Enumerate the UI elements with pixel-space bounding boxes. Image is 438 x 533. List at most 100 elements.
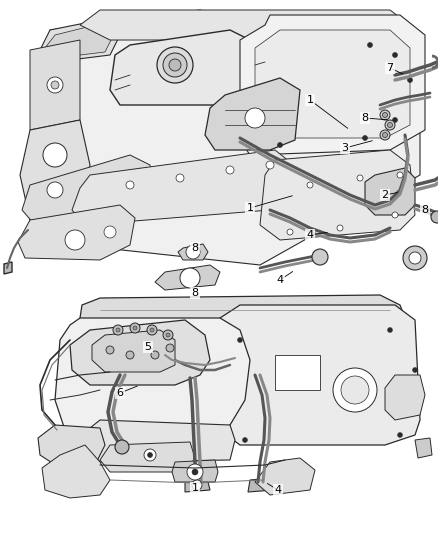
Polygon shape xyxy=(385,375,425,420)
Circle shape xyxy=(163,330,173,340)
Text: 8: 8 xyxy=(361,113,368,123)
Circle shape xyxy=(392,117,398,123)
Polygon shape xyxy=(18,205,135,260)
Circle shape xyxy=(150,328,154,332)
Polygon shape xyxy=(415,438,432,458)
Polygon shape xyxy=(40,20,120,60)
Polygon shape xyxy=(365,168,415,215)
Polygon shape xyxy=(100,442,195,472)
Circle shape xyxy=(115,440,129,454)
Text: 8: 8 xyxy=(191,243,198,253)
Circle shape xyxy=(237,337,243,343)
Circle shape xyxy=(380,110,390,120)
Polygon shape xyxy=(30,40,80,130)
Polygon shape xyxy=(85,420,235,462)
Circle shape xyxy=(388,123,392,127)
Circle shape xyxy=(186,245,200,259)
Circle shape xyxy=(148,453,152,457)
Polygon shape xyxy=(275,355,320,390)
Polygon shape xyxy=(110,30,255,105)
Circle shape xyxy=(106,346,114,354)
Polygon shape xyxy=(220,305,420,445)
Text: 8: 8 xyxy=(191,288,198,298)
Text: 2: 2 xyxy=(381,190,389,200)
Circle shape xyxy=(130,323,140,333)
Circle shape xyxy=(176,174,184,182)
Circle shape xyxy=(113,325,123,335)
Circle shape xyxy=(151,351,159,359)
Text: 5: 5 xyxy=(145,342,152,352)
Circle shape xyxy=(363,135,367,141)
Polygon shape xyxy=(80,10,410,40)
Text: 7: 7 xyxy=(386,63,394,73)
Polygon shape xyxy=(38,425,105,468)
Circle shape xyxy=(192,480,202,490)
Circle shape xyxy=(147,325,157,335)
Polygon shape xyxy=(185,478,210,492)
Polygon shape xyxy=(30,10,420,265)
Circle shape xyxy=(266,161,274,169)
Circle shape xyxy=(382,112,388,117)
Polygon shape xyxy=(255,30,410,138)
Polygon shape xyxy=(55,318,250,445)
Text: 1: 1 xyxy=(191,483,198,493)
Text: 4: 4 xyxy=(307,230,314,240)
Circle shape xyxy=(180,268,200,288)
Polygon shape xyxy=(70,320,210,385)
Polygon shape xyxy=(255,458,315,495)
Polygon shape xyxy=(80,295,405,328)
Polygon shape xyxy=(22,155,155,225)
Circle shape xyxy=(104,226,116,238)
Polygon shape xyxy=(248,478,274,492)
Polygon shape xyxy=(45,25,112,56)
Circle shape xyxy=(133,326,137,330)
Circle shape xyxy=(357,175,363,181)
Polygon shape xyxy=(4,262,12,274)
Circle shape xyxy=(157,47,193,83)
Circle shape xyxy=(166,344,174,352)
Circle shape xyxy=(312,249,328,265)
Text: 1: 1 xyxy=(247,203,254,213)
Circle shape xyxy=(392,52,398,58)
Circle shape xyxy=(333,368,377,412)
Circle shape xyxy=(47,77,63,93)
Circle shape xyxy=(341,376,369,404)
Circle shape xyxy=(116,328,120,332)
Polygon shape xyxy=(178,244,208,260)
Circle shape xyxy=(392,212,398,218)
Circle shape xyxy=(409,252,421,264)
Polygon shape xyxy=(72,150,290,225)
Circle shape xyxy=(252,123,258,127)
Circle shape xyxy=(385,120,395,130)
Circle shape xyxy=(307,182,313,188)
Polygon shape xyxy=(172,460,218,482)
Circle shape xyxy=(126,181,134,189)
Circle shape xyxy=(278,142,283,148)
Circle shape xyxy=(388,327,392,333)
Circle shape xyxy=(431,211,438,223)
Text: 4: 4 xyxy=(276,275,283,285)
Polygon shape xyxy=(205,78,300,150)
Polygon shape xyxy=(155,265,220,290)
Circle shape xyxy=(287,229,293,235)
Circle shape xyxy=(245,108,265,128)
Circle shape xyxy=(397,172,403,178)
Circle shape xyxy=(43,143,67,167)
Circle shape xyxy=(192,469,198,475)
Circle shape xyxy=(403,246,427,270)
Circle shape xyxy=(187,464,203,480)
Circle shape xyxy=(47,182,63,198)
Circle shape xyxy=(413,367,417,373)
Polygon shape xyxy=(260,150,415,240)
Text: 1: 1 xyxy=(307,95,314,105)
Circle shape xyxy=(398,432,403,438)
Circle shape xyxy=(166,333,170,337)
Circle shape xyxy=(126,351,134,359)
Circle shape xyxy=(337,225,343,231)
Circle shape xyxy=(226,166,234,174)
Circle shape xyxy=(163,53,187,77)
Circle shape xyxy=(65,230,85,250)
Polygon shape xyxy=(20,120,90,220)
Circle shape xyxy=(144,449,156,461)
Text: 6: 6 xyxy=(117,388,124,398)
